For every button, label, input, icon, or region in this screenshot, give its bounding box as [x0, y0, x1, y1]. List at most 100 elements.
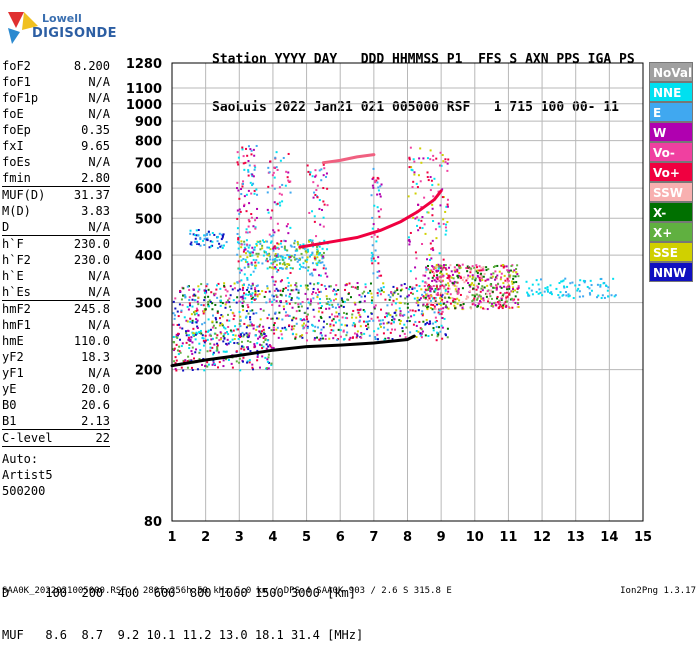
echo-point	[308, 239, 311, 242]
echo-point	[466, 295, 469, 298]
echo-point	[179, 326, 182, 329]
echo-point	[197, 314, 200, 317]
param-label: foF2	[2, 59, 31, 73]
echo-point	[489, 276, 492, 279]
echo-point	[292, 289, 295, 292]
y-tick-label: 800	[135, 135, 162, 150]
echo-point	[233, 338, 236, 341]
echo-point	[426, 306, 429, 309]
echo-point	[242, 155, 245, 158]
echo-point	[431, 207, 434, 210]
echo-point	[311, 293, 314, 296]
echo-point	[408, 158, 411, 161]
echo-point	[373, 330, 376, 333]
echo-point	[241, 331, 244, 334]
echo-point	[274, 247, 277, 250]
param-label: foEp	[2, 123, 31, 137]
echo-point	[501, 307, 504, 310]
echo-point	[499, 285, 502, 288]
echo-point	[560, 280, 563, 283]
echo-point	[293, 325, 296, 328]
echo-point	[325, 307, 328, 310]
echo-point	[358, 320, 361, 323]
echo-point	[192, 294, 195, 297]
echo-point	[399, 313, 402, 316]
echo-point	[445, 223, 448, 226]
echo-point	[324, 287, 327, 290]
echo-point	[189, 317, 192, 320]
echo-point	[498, 305, 501, 308]
echo-point	[440, 312, 443, 315]
echo-point	[240, 279, 243, 282]
echo-point	[429, 290, 432, 293]
echo-point	[498, 301, 501, 304]
echo-point	[379, 322, 382, 325]
echo-point	[424, 297, 427, 300]
echo-point	[613, 295, 616, 298]
echo-point	[268, 252, 271, 255]
echo-point	[379, 308, 382, 311]
echo-point	[196, 319, 199, 322]
echo-point	[201, 363, 204, 366]
echo-point	[267, 367, 270, 370]
echo-point	[268, 344, 271, 347]
echo-point	[223, 337, 226, 340]
echo-point	[403, 283, 406, 286]
echo-point	[252, 368, 255, 371]
echo-point	[290, 298, 293, 301]
echo-point	[418, 320, 421, 323]
echo-point	[196, 309, 199, 312]
echo-point	[425, 268, 428, 271]
echo-point	[203, 291, 206, 294]
echo-point	[245, 310, 248, 313]
echo-point	[309, 171, 312, 174]
echo-point	[259, 240, 262, 243]
echo-point	[249, 254, 252, 257]
echo-point	[199, 331, 202, 334]
x-axis-ticks: 1 2 3 4 5 6 7 8 9 10 11 12 13 14 15	[167, 530, 652, 545]
echo-point	[220, 314, 223, 317]
echo-point	[283, 263, 286, 266]
echo-point	[316, 336, 319, 339]
echo-point	[449, 302, 452, 305]
echo-point	[430, 257, 433, 260]
echo-point	[220, 238, 223, 241]
echo-point	[453, 304, 456, 307]
echo-point	[447, 276, 450, 279]
echo-point	[444, 158, 447, 161]
echo-point	[414, 266, 417, 269]
echo-point	[431, 214, 434, 217]
echo-point	[454, 298, 457, 301]
echo-point	[267, 211, 270, 214]
echo-point	[449, 293, 452, 296]
echo-point	[253, 343, 256, 346]
echo-point	[394, 290, 397, 293]
echo-point	[436, 293, 439, 296]
echo-point	[203, 296, 206, 299]
echo-point	[279, 159, 282, 162]
echo-point	[475, 264, 478, 267]
echo-point	[248, 164, 251, 167]
echo-point	[344, 284, 347, 287]
echo-point	[279, 293, 282, 296]
echo-point	[444, 292, 447, 295]
echo-point	[478, 294, 481, 297]
echo-point	[351, 313, 354, 316]
echo-point	[507, 284, 510, 287]
echo-point	[411, 288, 414, 291]
echo-point	[322, 256, 325, 259]
echo-point	[203, 237, 206, 240]
echo-point	[374, 259, 377, 262]
echo-point	[270, 235, 273, 238]
echo-point	[371, 178, 374, 181]
echo-point	[257, 261, 260, 264]
echo-point	[333, 315, 336, 318]
echo-point	[320, 254, 323, 257]
echo-point	[323, 203, 326, 206]
echo-point	[198, 351, 201, 354]
echo-point	[561, 280, 564, 283]
echo-point	[255, 285, 258, 288]
echo-point	[259, 242, 262, 245]
echo-point	[479, 301, 482, 304]
echo-point	[316, 248, 319, 251]
